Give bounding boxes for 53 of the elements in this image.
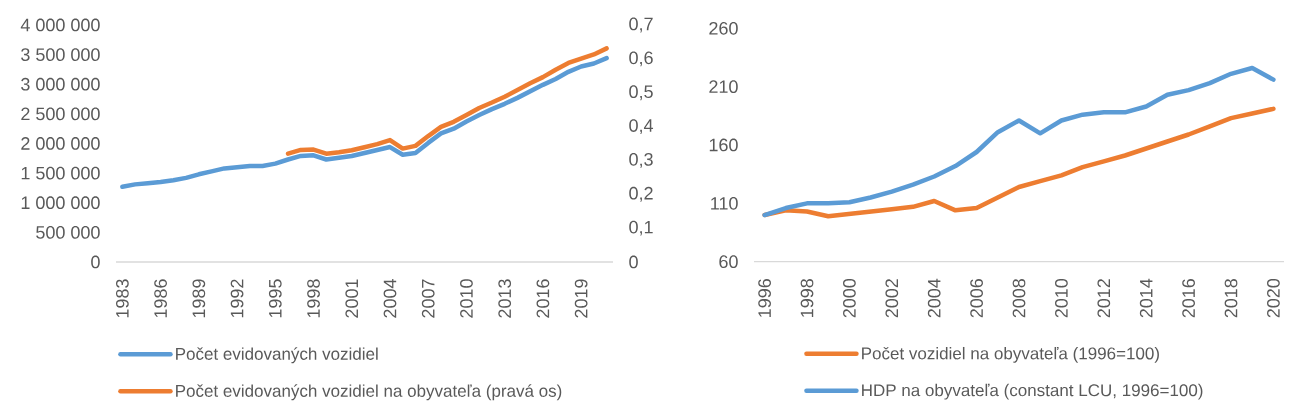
x-tick-label: 2006 bbox=[970, 279, 983, 318]
y-tick-label: 60 bbox=[719, 255, 738, 269]
legend-label: Počet evidovaných vozidiel na obyvateľa (pravá os) bbox=[176, 384, 562, 401]
x-tick-label: 1995 bbox=[268, 279, 282, 318]
x-tick-label: 2004 bbox=[927, 278, 941, 318]
x-tick-label: 1992 bbox=[230, 279, 244, 318]
x-tick-label: 2012 bbox=[1097, 279, 1111, 318]
x-tick-label: 2016 bbox=[1182, 279, 1195, 318]
x-tick-label: 2010 bbox=[460, 279, 473, 318]
y-tick-label: 160 bbox=[709, 138, 738, 152]
x-tick-label: 2004 bbox=[383, 279, 397, 318]
x-tick-label: 1983 bbox=[115, 279, 129, 318]
x-tick-label: 1986 bbox=[154, 279, 167, 318]
x-tick-label: 2014 bbox=[1139, 278, 1153, 318]
y-tick-label: 210 bbox=[709, 80, 738, 94]
x-tick-label: 2008 bbox=[1012, 279, 1026, 318]
x-tick-label: 2013 bbox=[498, 279, 512, 318]
x-tick-label: 1989 bbox=[192, 279, 206, 318]
y-tick-label: 260 bbox=[709, 21, 738, 35]
legend-label: Počet vozidiel na obyvateľa (1996=100) bbox=[862, 346, 1159, 363]
x-tick-label: 2001 bbox=[345, 279, 359, 318]
x-tick-label: 1996 bbox=[758, 279, 771, 317]
y-tick-label: 500 000 bbox=[36, 225, 100, 239]
x-tick-label: 2010 bbox=[1055, 278, 1068, 318]
x-tick-label: 2016 bbox=[536, 279, 550, 318]
y2-tick-label: 0,7 bbox=[629, 17, 653, 33]
x-tick-label: 2020 bbox=[1267, 278, 1280, 318]
y-tick-label: 1 000 000 bbox=[21, 196, 100, 210]
y2-tick-label: 0,5 bbox=[629, 85, 653, 101]
x-tick-label: 2000 bbox=[843, 278, 856, 318]
y2-tick-label: 0,3 bbox=[629, 152, 653, 168]
x-tick-label: 2002 bbox=[885, 279, 899, 318]
y2-tick-label: 0,1 bbox=[629, 220, 653, 236]
y-tick-label: 1 500 000 bbox=[21, 166, 100, 180]
x-tick-label: 2018 bbox=[1224, 279, 1238, 318]
y-tick-label: 3 500 000 bbox=[21, 48, 100, 61]
y-tick-label: 2 000 000 bbox=[21, 137, 100, 150]
legend-label: Počet evidovaných vozidiel bbox=[176, 347, 378, 364]
line-series bbox=[762, 65, 1276, 218]
x-tick-label: 2007 bbox=[421, 279, 435, 318]
y-tick-label: 3 000 000 bbox=[21, 77, 100, 91]
x-tick-label: 1998 bbox=[800, 279, 814, 317]
legend-label: HDP na obyvateľa (constant LCU, 1996=100) bbox=[862, 383, 1203, 400]
y2-tick-label: 0 bbox=[629, 255, 638, 269]
y-tick-label: 2 500 000 bbox=[21, 107, 100, 121]
y2-tick-label: 0,4 bbox=[629, 119, 654, 135]
y-tick-label: 4 000 000 bbox=[20, 18, 100, 32]
y-tick-label: 0 bbox=[91, 255, 100, 269]
y-tick-label: 110 bbox=[711, 196, 738, 210]
y2-tick-label: 0,2 bbox=[629, 186, 653, 202]
x-tick-label: 1998 bbox=[307, 279, 320, 318]
x-tick-label: 2019 bbox=[574, 279, 588, 318]
y2-tick-label: 0,6 bbox=[629, 51, 653, 67]
